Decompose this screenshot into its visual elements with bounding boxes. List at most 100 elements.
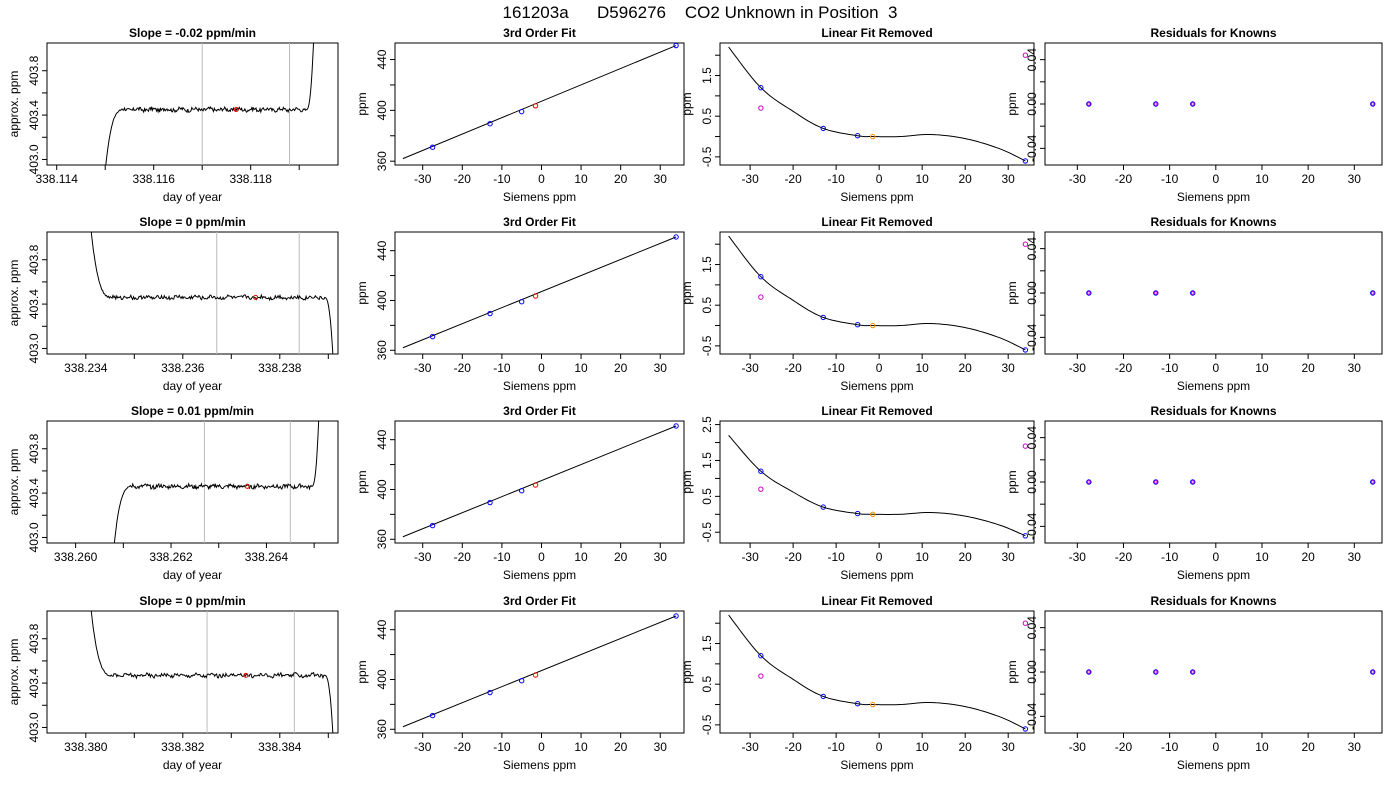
y-axis-label: ppm <box>355 470 369 493</box>
known-standard-point <box>487 499 493 506</box>
plot-frame <box>394 610 685 734</box>
x-tick-label: 0 <box>876 172 883 186</box>
x-tick-label: 30 <box>654 550 668 564</box>
y-tick-label: 400 <box>375 290 389 310</box>
plot-frame <box>719 231 1035 355</box>
x-tick-label: -30 <box>741 361 759 375</box>
plot-frame <box>1044 42 1383 166</box>
y-axis-label: approx. ppm <box>7 639 21 706</box>
plot-area <box>105 43 315 165</box>
x-tick-label: 20 <box>1301 740 1315 754</box>
y-tick-label: 0.00 <box>1025 470 1039 494</box>
x-tick-label: 338.264 <box>245 550 289 564</box>
residual-point <box>758 486 764 492</box>
x-tick-label: 10 <box>574 361 588 375</box>
x-tick-label: 0 <box>538 361 545 375</box>
y-tick-label: 1.5 <box>700 452 714 469</box>
panel-r4-c3: Linear Fit Removed -30 -20 -10 0 10 20 30 -0.5 0.… <box>680 594 1035 772</box>
x-tick-label: 10 <box>915 550 929 564</box>
x-axis-label: Siemens ppm <box>840 568 913 582</box>
known-standard-point <box>518 488 525 494</box>
panel-r3-c3: Linear Fit Removed -30 -20 -10 0 10 20 30 -0.5 0.… <box>680 404 1035 582</box>
y-axis-label: ppm <box>1005 281 1019 304</box>
x-tick-label: 30 <box>654 361 668 375</box>
x-axis-label: day of year <box>163 758 222 772</box>
panel-r2-c4: Residuals for Knowns -30 -20 -10 0 10 20 30 -0.0… <box>1005 215 1383 393</box>
known-standard-point <box>1086 101 1092 107</box>
x-axis-label: day of year <box>163 379 222 393</box>
sample-average-marker <box>233 107 239 113</box>
y-tick-label: 403.8 <box>27 244 41 274</box>
y-axis-label: ppm <box>680 470 694 493</box>
x-tick-label: 30 <box>1002 172 1016 186</box>
unknown-sample-point <box>869 133 876 140</box>
y-tick-label: 2.5 <box>700 416 714 433</box>
y-axis-label: ppm <box>680 92 694 115</box>
y-tick-label: 1.5 <box>700 256 714 273</box>
x-tick-label: -30 <box>1069 550 1087 564</box>
x-tick-label: -30 <box>741 740 759 754</box>
x-tick-label: 338.114 <box>35 172 78 186</box>
residual-point <box>1022 443 1029 449</box>
panel-title: 3rd Order Fit <box>503 404 576 418</box>
known-standard-point <box>487 120 493 127</box>
plot-area <box>402 615 677 728</box>
cubic-fit-curve <box>728 46 1026 162</box>
known-standard-point <box>820 504 826 510</box>
known-residual-overlay <box>1087 291 1091 295</box>
sample-average-marker <box>243 672 249 678</box>
y-tick-label: -0.5 <box>700 146 714 167</box>
x-tick-label: -30 <box>1069 172 1087 186</box>
concentration-trace <box>90 611 334 733</box>
x-tick-label: -10 <box>827 740 845 754</box>
y-tick-label: 440 <box>375 240 389 260</box>
residual-point <box>1022 241 1029 247</box>
y-tick-label: -0.04 <box>1025 323 1039 351</box>
known-standard-point <box>1370 290 1376 296</box>
y-tick-label: 0.04 <box>1025 237 1039 261</box>
plot-frame <box>46 610 339 734</box>
x-tick-label: 0 <box>1212 740 1219 754</box>
x-tick-label: -10 <box>1161 361 1179 375</box>
x-tick-label: 30 <box>654 740 668 754</box>
figure-title: 161203a D596276 CO2 Unknown in Position … <box>502 3 897 22</box>
concentration-trace <box>90 232 334 354</box>
y-tick-label: 0.5 <box>700 108 714 125</box>
x-tick-label: 10 <box>915 740 929 754</box>
x-tick-label: -10 <box>827 361 845 375</box>
x-tick-label: 10 <box>1255 172 1269 186</box>
y-tick-label: 403.4 <box>27 478 41 508</box>
known-standard-point <box>758 274 764 280</box>
y-tick-label: 1.5 <box>700 635 714 652</box>
known-standard-point <box>1190 290 1196 296</box>
y-axis-label: ppm <box>355 660 369 683</box>
panel-title: Residuals for Knowns <box>1150 594 1276 608</box>
x-tick-label: -20 <box>1115 172 1133 186</box>
y-tick-label: 400 <box>375 100 389 120</box>
panel-r1-c1: Slope = -0.02 ppm/min 338.114 338.116 338.1… <box>7 26 339 204</box>
y-axis-label: approx. ppm <box>7 71 21 138</box>
known-standard-point <box>1370 101 1376 107</box>
known-residual-overlay <box>1371 480 1375 484</box>
panel-title: Residuals for Knowns <box>1150 26 1276 40</box>
x-tick-label: 10 <box>574 550 588 564</box>
plot-frame <box>394 231 685 355</box>
known-standard-point <box>673 423 679 429</box>
y-tick-label: -0.5 <box>700 335 714 356</box>
plot-area <box>728 435 1026 537</box>
x-tick-label: 20 <box>614 740 628 754</box>
y-tick-label: 403.4 <box>27 668 41 698</box>
sample-average-marker <box>244 483 250 489</box>
x-tick-label: 20 <box>958 172 972 186</box>
y-tick-label: 400 <box>375 479 389 499</box>
y-tick-label: 400 <box>375 669 389 689</box>
panel-title: Slope = 0 ppm/min <box>139 215 245 229</box>
plot-area <box>90 232 334 354</box>
x-tick-label: -10 <box>827 172 845 186</box>
y-tick-label: 0.5 <box>700 297 714 314</box>
y-tick-label: 403.0 <box>27 333 41 363</box>
x-tick-label: 20 <box>1301 550 1315 564</box>
x-tick-label: -20 <box>1115 550 1133 564</box>
known-standard-point <box>1153 479 1159 485</box>
